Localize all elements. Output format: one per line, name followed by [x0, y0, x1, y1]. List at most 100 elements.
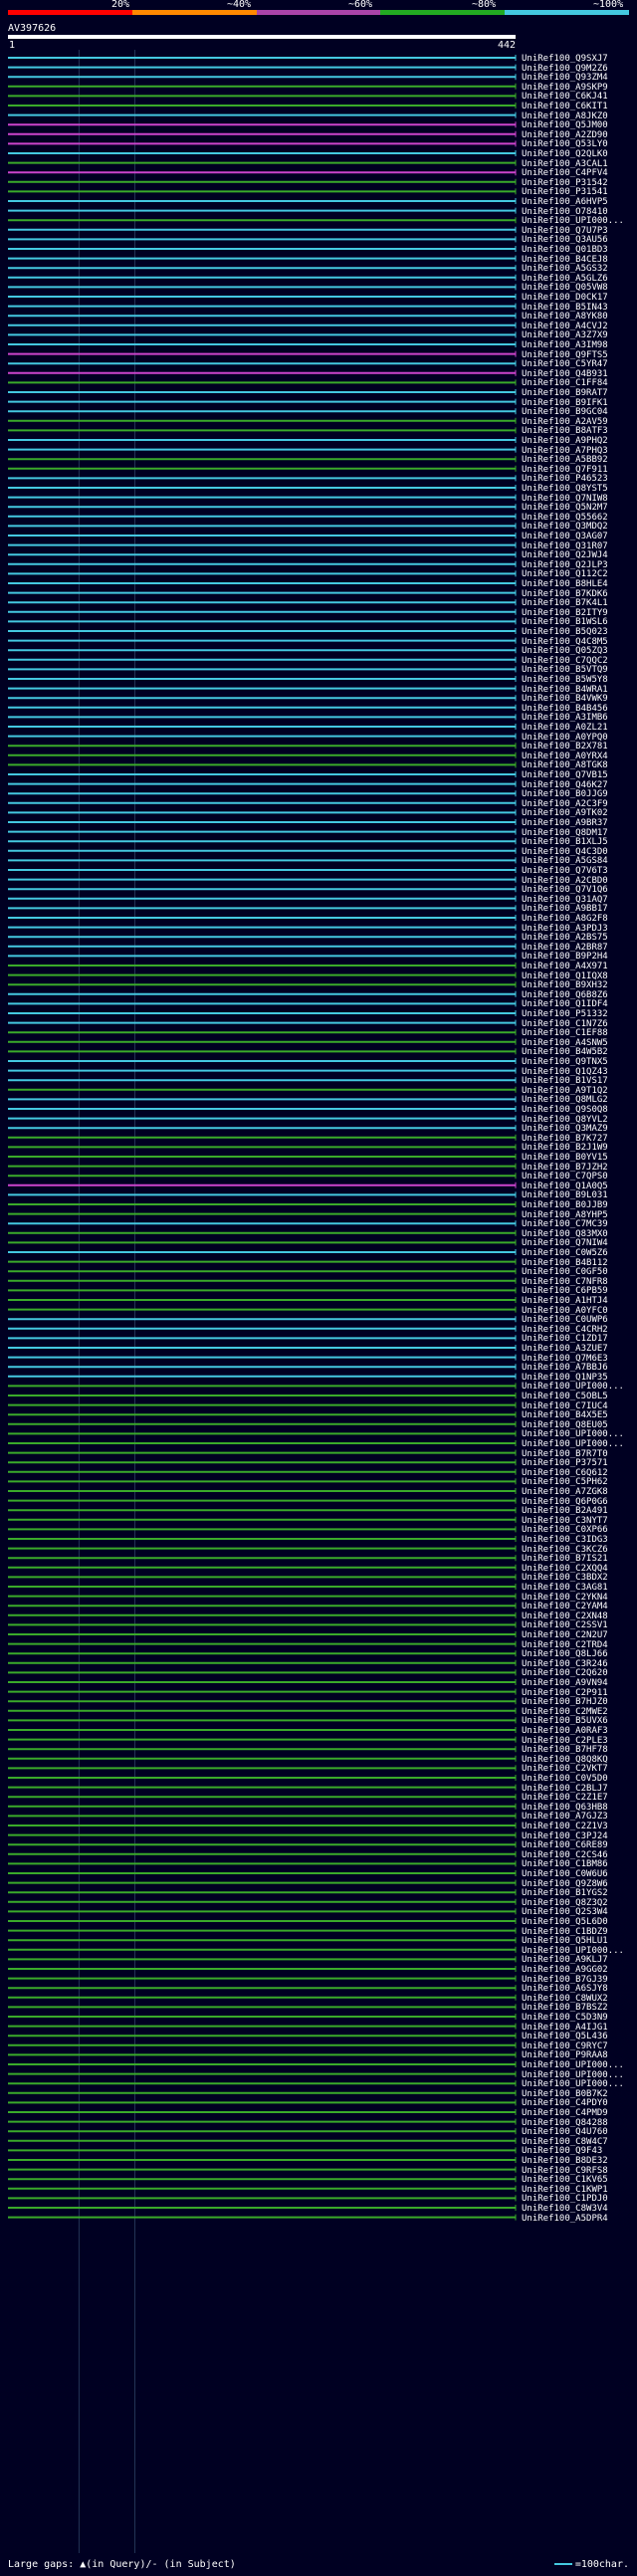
hit-label[interactable]: UniRef100_Q31R07 [522, 540, 608, 551]
hit-label[interactable]: UniRef100_A9KLJ7 [522, 1955, 608, 1966]
hit-label[interactable]: UniRef100_C5PH62 [522, 1477, 608, 1488]
hit-label[interactable]: UniRef100_A2AV59 [522, 416, 608, 427]
hit-label[interactable]: UniRef100_Q4C8M5 [522, 636, 608, 647]
hit-label[interactable]: UniRef100_A8YK80 [522, 312, 608, 322]
hit-label[interactable]: UniRef100_A7GJZ3 [522, 1812, 608, 1823]
hit-label[interactable]: UniRef100_O78410 [522, 206, 608, 217]
hit-label[interactable]: UniRef100_Q6P0G6 [522, 1496, 608, 1507]
hit-label[interactable]: UniRef100_Q1A0Q5 [522, 1181, 608, 1191]
hit-label[interactable]: UniRef100_C2Z1V3 [522, 1822, 608, 1831]
hit-label[interactable]: UniRef100_B8ATF3 [522, 426, 608, 437]
hit-label[interactable]: UniRef100_B9L031 [522, 1190, 608, 1201]
hit-label[interactable]: UniRef100_Q53LY0 [522, 139, 608, 150]
hit-label[interactable]: UniRef100_C0W5Z6 [522, 1248, 608, 1258]
hit-label[interactable]: UniRef100_Q3MDQ2 [522, 522, 608, 533]
hit-label[interactable]: UniRef100_C3IDG3 [522, 1535, 608, 1545]
hit-label[interactable]: UniRef100_A2BR87 [522, 942, 608, 953]
hit-label[interactable]: UniRef100_C2XN48 [522, 1610, 608, 1621]
hit-label[interactable]: UniRef100_Q5N2M7 [522, 503, 608, 514]
hit-label[interactable]: UniRef100_Q5L436 [522, 2032, 608, 2042]
hit-label[interactable]: UniRef100_UPI000... [522, 2079, 624, 2090]
hit-label[interactable]: UniRef100_A4CVJ2 [522, 321, 608, 331]
hit-label[interactable]: UniRef100_A5GS84 [522, 856, 608, 867]
hit-label[interactable]: UniRef100_Q84288 [522, 2117, 608, 2128]
hit-label[interactable]: UniRef100_A8JKZ0 [522, 110, 608, 121]
hit-label[interactable]: UniRef100_C3AG81 [522, 1583, 608, 1593]
hit-label[interactable]: UniRef100_A2BS75 [522, 933, 608, 944]
hit-label[interactable]: UniRef100_Q9FTS5 [522, 349, 608, 360]
hit-label[interactable]: UniRef100_A5GLZ6 [522, 273, 608, 284]
hit-label[interactable]: UniRef100_Q55662 [522, 512, 608, 523]
hit-label[interactable]: UniRef100_Q1IDF4 [522, 999, 608, 1010]
hit-label[interactable]: UniRef100_Q83MX0 [522, 1228, 608, 1239]
hit-label[interactable]: UniRef100_C2TRD4 [522, 1639, 608, 1650]
hit-label[interactable]: UniRef100_Q4B931 [522, 368, 608, 379]
hit-label[interactable]: UniRef100_Q7F911 [522, 464, 608, 475]
hit-label[interactable]: UniRef100_C1KV65 [522, 2175, 608, 2186]
hit-label[interactable]: UniRef100_Q8MLG2 [522, 1095, 608, 1106]
hit-label[interactable]: UniRef100_C1FF84 [522, 378, 608, 389]
hit-label[interactable]: UniRef100_Q8YST5 [522, 484, 608, 494]
hit-label[interactable]: UniRef100_C2MWE2 [522, 1706, 608, 1717]
hit-label[interactable]: UniRef100_C6KJ41 [522, 92, 608, 103]
hit-label[interactable]: UniRef100_A9BB17 [522, 904, 608, 915]
hit-label[interactable]: UniRef100_B1XLJ5 [522, 837, 608, 848]
hit-label[interactable]: UniRef100_A9VN94 [522, 1678, 608, 1688]
hit-label[interactable]: UniRef100_B9IFK1 [522, 397, 608, 408]
hit-label[interactable]: UniRef100_A0YRX4 [522, 751, 608, 761]
hit-label[interactable]: UniRef100_C7NFR8 [522, 1276, 608, 1287]
hit-label[interactable]: UniRef100_C0W6U6 [522, 1869, 608, 1879]
hit-label[interactable]: UniRef100_A4X971 [522, 962, 608, 971]
hit-label[interactable]: UniRef100_Q31AQ7 [522, 894, 608, 905]
hit-label[interactable]: UniRef100_B1WSL6 [522, 617, 608, 628]
hit-label[interactable]: UniRef100_B7BSZ2 [522, 2003, 608, 2014]
hit-label[interactable]: UniRef100_Q3AU56 [522, 235, 608, 246]
hit-label[interactable]: UniRef100_Q112C2 [522, 569, 608, 580]
hit-label[interactable]: UniRef100_P31542 [522, 177, 608, 188]
hit-label[interactable]: UniRef100_B4B112 [522, 1257, 608, 1268]
hit-label[interactable]: UniRef100_D0CK17 [522, 293, 608, 303]
hit-label[interactable]: UniRef100_B4W5B2 [522, 1047, 608, 1058]
hit-label[interactable]: UniRef100_Q05ZQ3 [522, 646, 608, 657]
hit-label[interactable]: UniRef100_C8W3V4 [522, 2204, 608, 2214]
hit-label[interactable]: UniRef100_C4CRH2 [522, 1324, 608, 1335]
hit-label[interactable]: UniRef100_UPI000... [522, 2060, 624, 2070]
hit-label[interactable]: UniRef100_B7R7T0 [522, 1448, 608, 1459]
hit-label[interactable]: UniRef100_B5Q023 [522, 627, 608, 637]
hit-label[interactable]: UniRef100_B5IN43 [522, 302, 608, 313]
hit-label[interactable]: UniRef100_UPI000... [522, 216, 624, 227]
hit-label[interactable]: UniRef100_B1VS17 [522, 1076, 608, 1087]
hit-label[interactable]: UniRef100_A9PHQ2 [522, 436, 608, 446]
hit-label[interactable]: UniRef100_C1BDZ9 [522, 1926, 608, 1937]
hit-label[interactable]: UniRef100_Q9TNX5 [522, 1057, 608, 1067]
hit-label[interactable]: UniRef100_Q7V1Q6 [522, 885, 608, 896]
hit-label[interactable]: UniRef100_C0XP66 [522, 1525, 608, 1536]
hit-label[interactable]: UniRef100_C9RFS8 [522, 2165, 608, 2176]
hit-label[interactable]: UniRef100_A7ZGK8 [522, 1487, 608, 1497]
hit-label[interactable]: UniRef100_B9P2H4 [522, 952, 608, 963]
hit-label[interactable]: UniRef100_A6HVP5 [522, 197, 608, 207]
hit-label[interactable]: UniRef100_C7QPS0 [522, 1172, 608, 1182]
hit-label[interactable]: UniRef100_Q8EU05 [522, 1419, 608, 1430]
hit-label[interactable]: UniRef100_C4PDY0 [522, 2098, 608, 2109]
hit-label[interactable]: UniRef100_B1YGS2 [522, 1888, 608, 1899]
hit-label[interactable]: UniRef100_C2N2U7 [522, 1630, 608, 1640]
hit-label[interactable]: UniRef100_A8G2F8 [522, 914, 608, 924]
hit-label[interactable]: UniRef100_B9GC04 [522, 407, 608, 418]
hit-label[interactable]: UniRef100_Q8Q8KQ [522, 1754, 608, 1765]
hit-label[interactable]: UniRef100_C4PMD9 [522, 2108, 608, 2118]
hit-label[interactable]: UniRef100_C2XQQ4 [522, 1563, 608, 1574]
hit-label[interactable]: UniRef100_C8WUX2 [522, 1993, 608, 2004]
hit-label[interactable]: UniRef100_Q2QLK0 [522, 149, 608, 159]
hit-label[interactable]: UniRef100_Q7U7P3 [522, 225, 608, 236]
hit-label[interactable]: UniRef100_A0ZL21 [522, 723, 608, 733]
hit-label[interactable]: UniRef100_C5YR47 [522, 359, 608, 370]
hit-label[interactable]: UniRef100_Q7V6T3 [522, 866, 608, 876]
hit-label[interactable]: UniRef100_B7HJZ0 [522, 1697, 608, 1708]
hit-label[interactable]: UniRef100_B4B456 [522, 703, 608, 714]
hit-label[interactable]: UniRef100_A2CBD0 [522, 875, 608, 886]
hit-label[interactable]: UniRef100_A3IMB6 [522, 713, 608, 724]
hit-label[interactable]: UniRef100_A7BBJ6 [522, 1363, 608, 1374]
hit-label[interactable]: UniRef100_B4X5E5 [522, 1410, 608, 1421]
hit-label[interactable]: UniRef100_Q5HLU1 [522, 1936, 608, 1947]
